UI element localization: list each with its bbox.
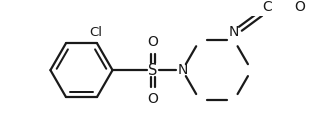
Text: C: C [262,0,272,14]
Text: O: O [148,35,158,49]
Text: Cl: Cl [89,26,102,39]
Text: O: O [294,0,305,14]
Text: S: S [148,63,158,78]
Text: N: N [229,25,239,39]
Text: N: N [177,63,188,77]
Text: O: O [148,92,158,106]
